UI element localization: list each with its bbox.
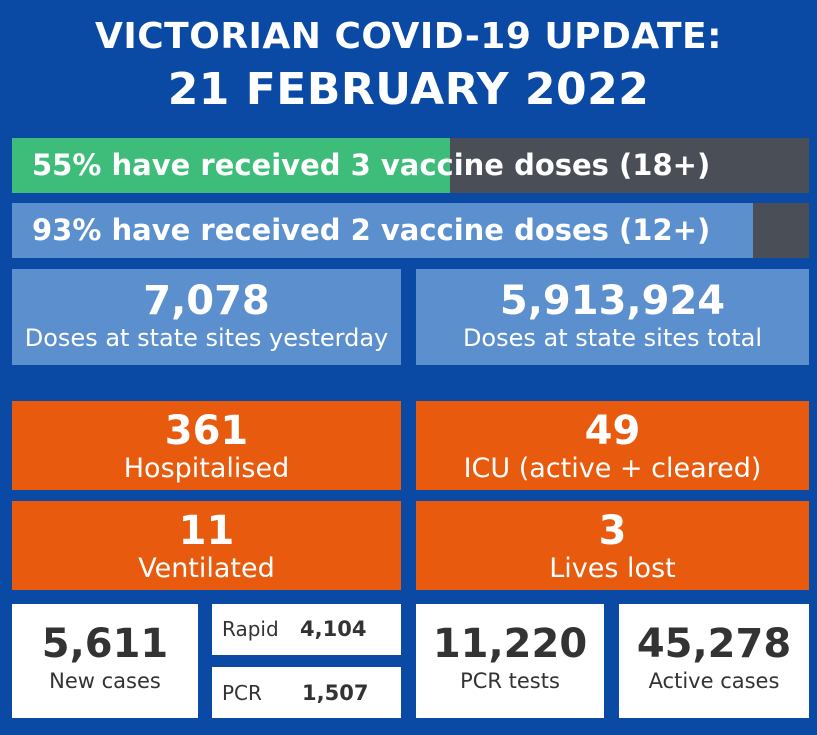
pcr-value: 1,507 (302, 681, 369, 705)
title-date: 21 FEBRUARY 2022 (167, 64, 650, 115)
doses-yesterday-value: 7,078 (143, 278, 270, 324)
pcr-tests-box: 11,220 PCR tests (416, 604, 604, 718)
rapid-value: 4,104 (300, 617, 367, 641)
pcr-label: PCR (222, 681, 262, 705)
new-cases-box: 5,611 New cases (12, 604, 198, 718)
doses-total-box: 5,913,924 Doses at state sites total (416, 269, 809, 365)
hospitalised-box: 361 Hospitalised (12, 401, 401, 490)
ventilated-label: Ventilated (138, 553, 275, 584)
pcr-tests-label: PCR tests (460, 669, 560, 693)
active-cases-box: 45,278 Active cases (619, 604, 809, 718)
new-cases-value: 5,611 (41, 621, 169, 667)
lives-lost-label: Lives lost (549, 553, 676, 584)
active-cases-value: 45,278 (636, 621, 792, 667)
two-dose-bar-fill (12, 203, 754, 258)
lives-lost-value: 3 (598, 508, 627, 554)
three-dose-bar: 55% have received 3 vaccine doses (18+) (12, 138, 809, 193)
icu-value: 49 (584, 408, 641, 454)
ventilated-box: 11 Ventilated (12, 501, 401, 590)
new-cases-label: New cases (49, 669, 161, 693)
rapid-box: Rapid 4,104 (212, 604, 401, 655)
hospitalised-label: Hospitalised (123, 453, 290, 484)
doses-total-value: 5,913,924 (499, 278, 726, 324)
pcr-box: PCR 1,507 (212, 667, 401, 718)
two-dose-bar: 93% have received 2 vaccine doses (12+) (12, 203, 809, 258)
icu-label: ICU (active + cleared) (463, 453, 762, 484)
three-dose-text: 55% have received 3 vaccine doses (18+) (32, 148, 711, 182)
icu-box: 49 ICU (active + cleared) (416, 401, 809, 490)
active-cases-label: Active cases (648, 669, 780, 693)
pcr-tests-value: 11,220 (432, 621, 588, 667)
doses-yesterday-label: Doses at state sites yesterday (24, 324, 389, 352)
three-dose-bar-fill (12, 138, 451, 193)
doses-yesterday-box: 7,078 Doses at state sites yesterday (12, 269, 401, 365)
lives-lost-box: 3 Lives lost (416, 501, 809, 590)
two-dose-text: 93% have received 2 vaccine doses (12+) (32, 213, 711, 247)
title-line-1: VICTORIAN COVID-19 UPDATE: (94, 16, 723, 57)
hospitalised-value: 361 (164, 408, 249, 454)
rapid-label: Rapid (222, 617, 279, 641)
ventilated-value: 11 (178, 508, 235, 554)
doses-total-label: Doses at state sites total (462, 324, 763, 352)
